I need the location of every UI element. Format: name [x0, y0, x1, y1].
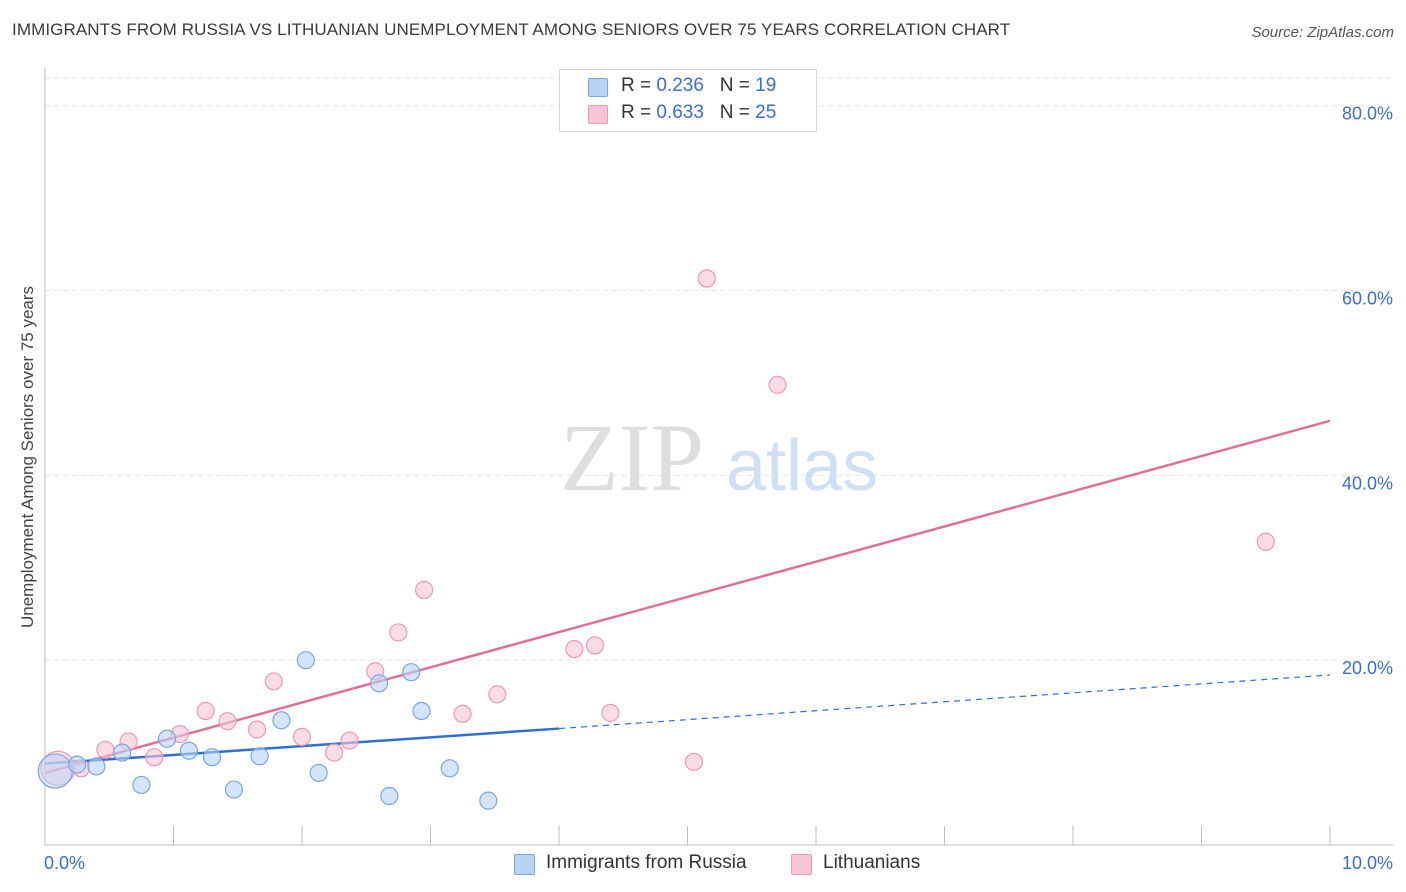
trend-line-russia-projection [558, 674, 1331, 730]
legend-swatch-lithuanians [588, 105, 608, 124]
russia-point [132, 775, 151, 795]
lithuanians-point [488, 685, 507, 704]
axes [44, 68, 1393, 846]
russia-point [402, 663, 421, 682]
lithuanians-point [414, 580, 434, 600]
trend-line-lithuanians [44, 419, 1331, 775]
y-tick-label: 20.0% [1342, 658, 1393, 678]
trend-lines [44, 419, 1331, 775]
lithuanians-point [1256, 532, 1275, 551]
lithuanians-point [565, 639, 584, 659]
lithuanians-point [292, 727, 312, 746]
data-points [37, 269, 1275, 810]
y-tick-label: 80.0% [1342, 104, 1393, 124]
russia-point [37, 753, 73, 789]
legend-n-label: N = [719, 75, 756, 96]
y-axis-label: Unemployment Among Seniors over 75 years [18, 286, 37, 628]
legend-text-lithuanians: R = 0.633 N = 25 [621, 102, 776, 124]
russia-point [250, 747, 269, 766]
legend-r-label: R = [621, 75, 657, 96]
russia-point [380, 786, 399, 806]
lithuanians-point [247, 720, 267, 739]
russia-point [440, 759, 459, 778]
russia-point [370, 674, 389, 693]
correlation-legend: R = 0.236 N = 19 R = 0.633 N = 25 [559, 69, 817, 132]
russia-point [224, 780, 243, 799]
lithuanians-point [768, 375, 787, 394]
tick-labels: 20.0% 40.0% 60.0% 80.0% 0.0% 10.0% [44, 104, 1393, 873]
legend-n-value: 25 [755, 102, 777, 123]
lithuanians-point [389, 623, 408, 642]
bottom-legend-label-lithuanians: Lithuanians [823, 852, 921, 873]
watermark-atlas: atlas [726, 426, 878, 506]
watermark: ZIP atlas [560, 404, 878, 511]
lithuanians-point [585, 636, 605, 655]
russia-point [112, 743, 132, 762]
legend-r-label: R = [621, 102, 657, 123]
lithuanians-point [453, 704, 472, 723]
x-tick-label-min: 0.0% [44, 853, 85, 873]
bottom-legend-label-russia: Immigrants from Russia [546, 852, 747, 873]
chart-title: IMMIGRANTS FROM RUSSIA VS LITHUANIAN UNE… [12, 20, 1011, 39]
russia-point [87, 757, 106, 776]
russia-point [296, 651, 315, 670]
lithuanians-point [325, 743, 344, 762]
legend-r-value: 0.633 [656, 102, 704, 123]
x-tick-label-max: 10.0% [1342, 853, 1393, 873]
lithuanians-point [218, 712, 237, 731]
russia-point [479, 791, 498, 810]
lithuanians-point [145, 748, 164, 767]
grid-lines [45, 77, 1393, 661]
lithuanians-point [96, 740, 115, 759]
lithuanians-point [601, 703, 620, 722]
russia-point [272, 711, 291, 730]
russia-point [202, 748, 222, 767]
lithuanians-point [340, 731, 359, 750]
legend-r-value: 0.236 [656, 75, 704, 96]
lithuanians-point [264, 672, 283, 691]
legend-n-value: 19 [755, 75, 777, 96]
bottom-legend-swatch-lithuanians [791, 854, 812, 875]
watermark-zip: ZIP [560, 404, 704, 511]
lithuanians-point [684, 752, 704, 771]
legend-n-label: N = [719, 102, 756, 123]
y-tick-label: 60.0% [1342, 289, 1393, 309]
lithuanians-point [697, 269, 716, 288]
y-tick-label: 40.0% [1342, 473, 1393, 493]
trend-line-russia [44, 727, 560, 765]
russia-point [157, 729, 177, 748]
lithuanians-point [196, 701, 215, 721]
bottom-legend-swatch-russia [514, 854, 535, 875]
russia-point [309, 763, 328, 783]
russia-point [412, 701, 431, 721]
source-label: Source: ZipAtlas.com [1251, 24, 1394, 41]
russia-point [68, 755, 87, 774]
legend-text-russia: R = 0.236 N = 19 [621, 75, 776, 97]
russia-point [179, 741, 199, 760]
legend-swatch-russia [588, 78, 608, 97]
